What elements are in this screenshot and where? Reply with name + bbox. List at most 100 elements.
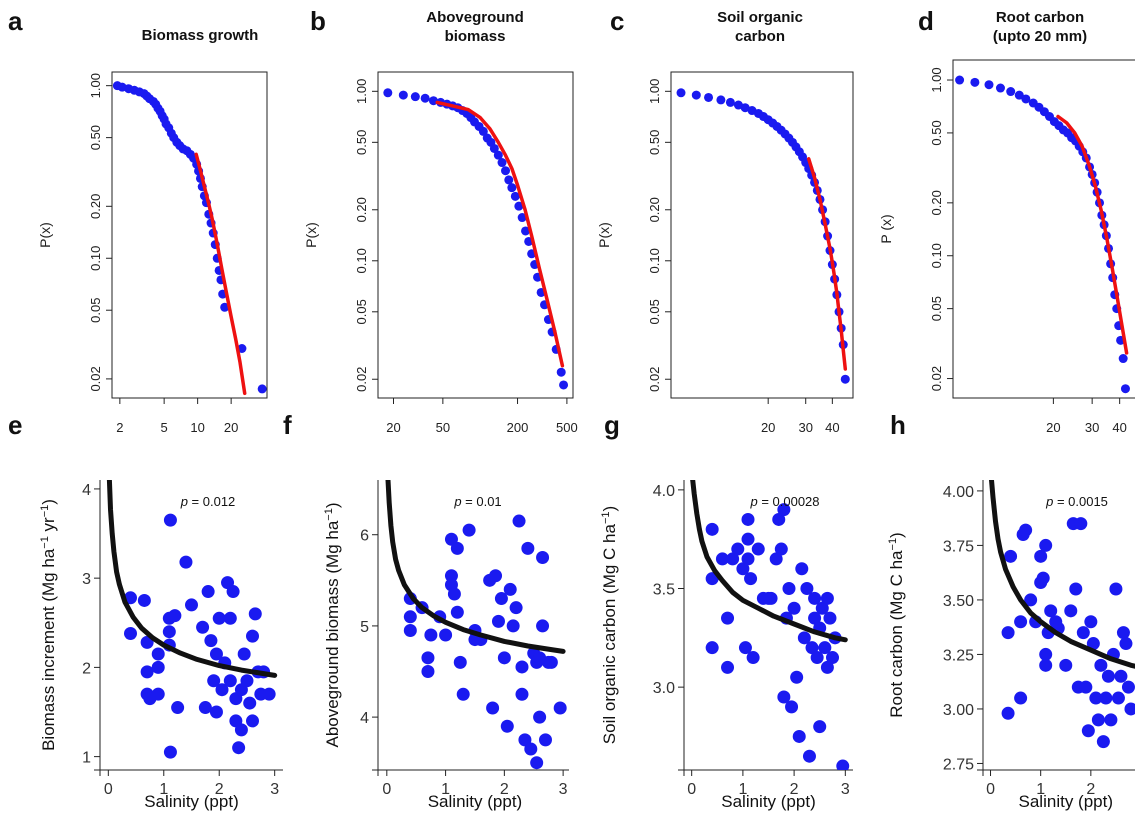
data-point xyxy=(521,226,531,236)
data-point xyxy=(421,665,435,679)
data-point xyxy=(517,213,527,223)
data-point xyxy=(769,552,783,566)
data-point xyxy=(1091,713,1105,727)
data-point xyxy=(257,384,267,394)
data-point xyxy=(494,592,508,606)
data-point xyxy=(215,683,229,697)
data-point xyxy=(489,143,499,153)
data-point xyxy=(808,591,822,605)
data-point xyxy=(1019,523,1033,537)
data-point xyxy=(515,660,529,674)
data-point xyxy=(1079,680,1093,694)
data-point xyxy=(198,701,212,715)
panel-label-h: h xyxy=(890,410,906,440)
x-tick-label-f: 1 xyxy=(441,781,450,798)
panel-label-f: f xyxy=(283,410,292,440)
y-tick-label-f: 4 xyxy=(360,710,369,727)
y-tick-label-e: 3 xyxy=(82,571,91,588)
data-point xyxy=(140,665,154,679)
data-point xyxy=(800,582,814,596)
data-point xyxy=(820,591,834,605)
data-point xyxy=(507,183,517,193)
data-point xyxy=(704,92,714,102)
data-point xyxy=(733,100,743,110)
data-point xyxy=(201,585,215,599)
data-point xyxy=(746,651,760,665)
panel-label-c: c xyxy=(610,6,624,36)
x-tick-label-h: 1 xyxy=(1036,781,1045,798)
data-point xyxy=(1099,691,1113,705)
data-point xyxy=(741,532,755,546)
data-point xyxy=(510,191,520,201)
data-point xyxy=(196,620,210,634)
data-point xyxy=(1104,713,1118,727)
plot-area-f xyxy=(385,480,567,770)
fit-curve-d xyxy=(1056,114,1129,355)
data-point xyxy=(797,631,811,645)
data-point xyxy=(1114,669,1128,683)
data-point xyxy=(1111,691,1125,705)
data-point xyxy=(450,541,464,555)
data-point xyxy=(500,719,514,733)
panel-title-d: Root carbon (upto 20 mm) xyxy=(993,9,1087,45)
data-point xyxy=(403,610,417,624)
data-point xyxy=(536,551,550,565)
data-point xyxy=(514,201,524,211)
y-axis-label-e: Biomass increment (Mg ha−1 yr−1) xyxy=(39,499,58,751)
y-tick-label-h: 3.50 xyxy=(943,593,974,610)
fit-curve-c xyxy=(806,157,848,371)
data-point xyxy=(503,582,517,596)
data-point xyxy=(1081,724,1095,738)
plot-area-d xyxy=(955,75,1130,394)
data-point xyxy=(163,513,177,527)
y-tick-label-b: 0.02 xyxy=(354,367,369,392)
data-point xyxy=(501,166,511,176)
y-tick-label-h: 4.00 xyxy=(943,484,974,501)
y-tick-label-c: 1.00 xyxy=(647,79,662,104)
p-value-annotation-e: p = 0.012 xyxy=(180,494,236,509)
data-point xyxy=(1036,571,1050,585)
data-point xyxy=(420,93,430,103)
data-point xyxy=(955,75,965,85)
data-point xyxy=(559,380,569,390)
data-point xyxy=(1034,549,1048,563)
panel-f: f 4 5 6 0 1 2 3 Aboveground biomass (Mg ha−1) Sal… xyxy=(283,410,569,811)
data-point xyxy=(826,651,840,665)
data-point xyxy=(450,605,464,619)
plot-area-c xyxy=(676,88,850,384)
data-point xyxy=(705,641,719,655)
fit-curve-b xyxy=(435,100,565,368)
x-axis-label-h: Salinity (ppt) xyxy=(1019,792,1113,811)
data-point xyxy=(1086,637,1100,651)
y-tick-label-h: 2.75 xyxy=(943,756,974,773)
x-tick-label-e: 1 xyxy=(159,781,168,798)
y-tick-label-a: 1.00 xyxy=(88,73,103,98)
data-point xyxy=(736,562,750,576)
data-point xyxy=(741,512,755,526)
data-point xyxy=(521,541,535,555)
plot-area-g xyxy=(690,480,850,770)
data-point xyxy=(802,749,816,763)
data-point xyxy=(1084,615,1098,629)
panel-title-a: Biomass growth xyxy=(142,27,259,44)
data-point xyxy=(995,83,1005,93)
x-tick-label-h: 2 xyxy=(1086,781,1095,798)
data-point xyxy=(1039,538,1053,552)
data-point xyxy=(489,569,503,583)
data-point xyxy=(823,611,837,625)
data-point xyxy=(1118,354,1128,364)
x-tick-label-c: 30 xyxy=(798,420,812,435)
y-tick-label-a: 0.20 xyxy=(88,194,103,219)
data-point xyxy=(1059,658,1073,672)
data-point xyxy=(777,503,791,517)
data-point xyxy=(691,90,701,100)
y-tick-label-f: 6 xyxy=(360,528,369,545)
data-point xyxy=(137,593,151,607)
data-point xyxy=(1120,384,1130,394)
data-point xyxy=(1001,626,1015,640)
data-point xyxy=(246,629,259,643)
data-point xyxy=(772,512,786,526)
y-tick-label-d: 1.00 xyxy=(929,67,944,92)
data-point xyxy=(232,741,246,755)
